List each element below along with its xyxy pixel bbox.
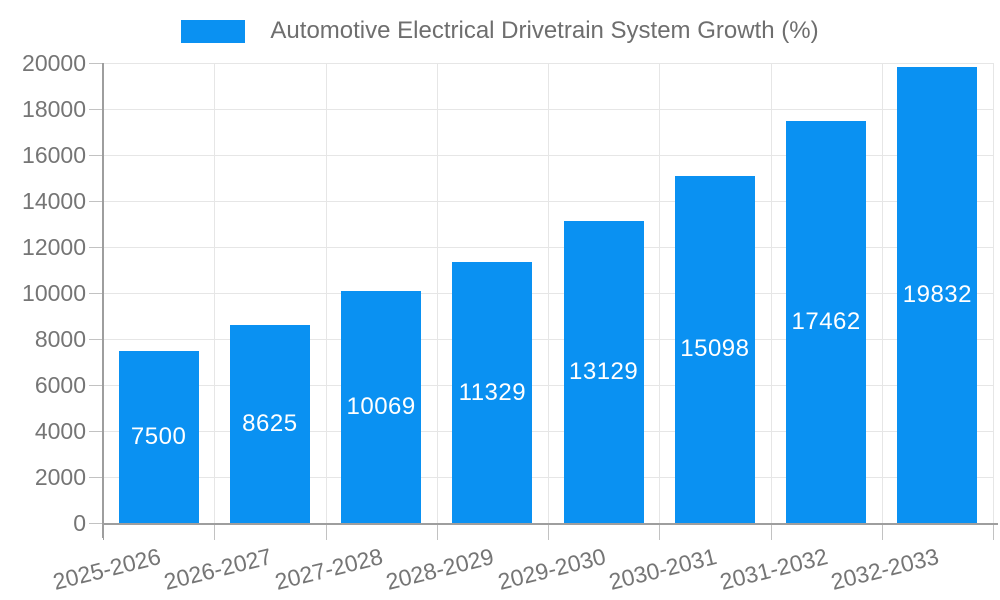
v-gridline [771, 63, 772, 523]
bar-value-label: 13129 [569, 358, 639, 385]
legend-label: Automotive Electrical Drivetrain System … [270, 17, 819, 44]
bar[interactable]: 8625 [229, 324, 310, 523]
bar[interactable]: 10069 [341, 291, 422, 523]
v-gridline [882, 63, 883, 523]
x-tick-label: 2031-2032 [717, 543, 831, 595]
y-tick-mark [89, 431, 103, 432]
y-tick-label: 16000 [22, 142, 86, 168]
y-tick-mark [89, 201, 103, 202]
x-tick-mark [437, 523, 438, 540]
y-tick-label: 8000 [34, 326, 86, 352]
x-tick-mark [326, 523, 327, 540]
x-tick-mark [214, 523, 215, 540]
bar-value-label: 15098 [680, 335, 750, 363]
x-tick-label: 2029-2030 [494, 543, 608, 595]
x-tick-label: 2032-2033 [828, 543, 942, 595]
y-tick-label: 14000 [22, 188, 86, 214]
y-tick-mark [89, 109, 103, 110]
y-axis-line [102, 63, 104, 538]
x-tick-mark [548, 523, 549, 540]
legend[interactable]: Automotive Electrical Drivetrain System … [0, 17, 1000, 45]
v-gridline [437, 63, 438, 523]
bar[interactable]: 11329 [452, 262, 533, 523]
y-tick-label: 0 [73, 510, 86, 536]
bar-value-label: 19832 [902, 280, 972, 308]
v-gridline [214, 63, 215, 523]
bar-value-label: 17462 [791, 308, 861, 336]
bar[interactable]: 19832 [897, 66, 978, 523]
y-tick-mark [89, 293, 103, 294]
x-tick-label: 2030-2031 [606, 543, 720, 595]
x-tick-label: 2027-2028 [272, 543, 386, 595]
bar[interactable]: 7500 [118, 350, 199, 523]
v-gridline [548, 63, 549, 523]
x-tick-mark [659, 523, 660, 540]
plot-area: 7500 8625 10069 11329 13129 15098 17462 19832 [103, 63, 994, 523]
y-tick-mark [89, 385, 103, 386]
x-tick-mark [771, 523, 772, 540]
x-tick-mark [882, 523, 883, 540]
bar-value-label: 8625 [242, 409, 298, 437]
v-gridline [326, 63, 327, 523]
y-tick-label: 12000 [22, 234, 86, 260]
x-tick-mark [993, 523, 994, 540]
y-tick-mark [89, 247, 103, 248]
x-tick-label: 2025-2026 [49, 543, 163, 595]
y-tick-label: 6000 [34, 372, 86, 398]
v-gridline [993, 63, 994, 523]
y-tick-label: 20000 [22, 50, 86, 76]
x-tick-label: 2026-2027 [161, 543, 275, 595]
y-tick-label: 18000 [22, 96, 86, 122]
x-tick-label: 2028-2029 [383, 543, 497, 595]
bar-value-label: 11329 [458, 378, 527, 406]
y-tick-label: 4000 [34, 418, 86, 444]
v-gridline [659, 63, 660, 523]
bar-value-label: 10069 [346, 393, 416, 421]
y-tick-mark [89, 155, 103, 156]
legend-swatch-icon [181, 19, 246, 43]
bar[interactable]: 15098 [674, 175, 755, 523]
y-tick-label: 10000 [22, 280, 86, 306]
y-tick-mark [89, 477, 103, 478]
y-tick-label: 2000 [34, 464, 86, 490]
bar[interactable]: 17462 [786, 121, 867, 523]
bar[interactable]: 13129 [563, 221, 644, 523]
y-tick-mark [89, 339, 103, 340]
y-tick-mark [89, 63, 103, 64]
x-axis-line [102, 523, 998, 525]
y-tick-mark [89, 523, 103, 524]
bar-value-label: 7500 [130, 422, 187, 450]
